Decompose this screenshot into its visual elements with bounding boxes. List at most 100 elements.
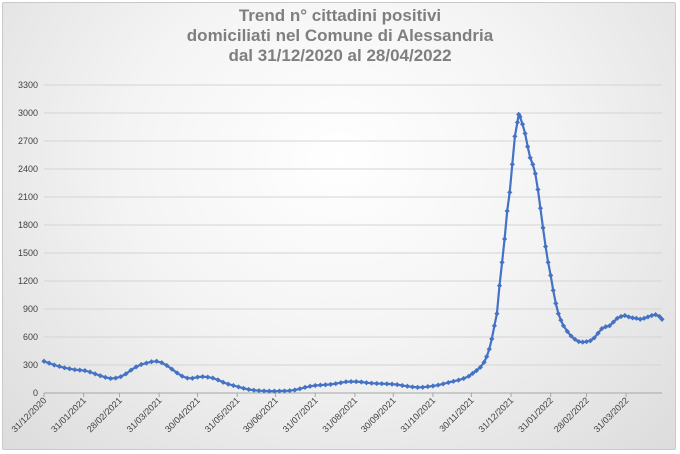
data-point — [591, 335, 597, 341]
y-tick-label: 2700 — [18, 136, 38, 146]
data-point — [138, 361, 144, 368]
data-point — [532, 171, 538, 177]
data-point — [246, 386, 252, 393]
data-point — [271, 388, 277, 394]
data-point — [404, 383, 410, 389]
x-tick-label: 31/03/2022 — [592, 395, 631, 434]
data-point — [241, 385, 247, 391]
chart-title-line-1: Trend n° cittadini positivi — [238, 6, 442, 25]
x-tick-label: 30/06/2021 — [241, 395, 280, 434]
data-point — [107, 375, 114, 382]
data-point — [384, 381, 390, 387]
data-point — [210, 375, 216, 381]
data-point — [466, 373, 472, 379]
data-point — [517, 114, 523, 120]
data-point — [558, 317, 564, 323]
data-point — [230, 382, 236, 389]
data-point — [522, 130, 528, 137]
data-point — [118, 374, 124, 380]
data-point — [379, 381, 385, 387]
data-point — [622, 312, 628, 319]
data-point — [368, 380, 375, 386]
data-point — [537, 205, 544, 211]
data-point — [440, 381, 446, 387]
data-point — [649, 312, 655, 319]
data-point — [542, 243, 549, 250]
data-point — [82, 368, 88, 374]
data-point — [123, 371, 129, 377]
data-point — [363, 380, 370, 386]
data-point — [470, 370, 476, 376]
y-tick-label: 3300 — [18, 80, 38, 90]
data-point — [499, 259, 505, 265]
data-point — [461, 375, 467, 382]
data-point — [312, 382, 318, 389]
data-point — [540, 225, 546, 231]
data-point — [317, 382, 323, 388]
x-tick-label: 31/12/2021 — [477, 395, 516, 434]
data-point — [261, 388, 267, 394]
y-axis-tick-labels: 0 300 600 900 1200 1500 1800 2100 2400 2700 3000 33… — [18, 80, 38, 398]
data-point — [656, 313, 663, 320]
data-point — [560, 323, 567, 329]
y-tick-label: 900 — [23, 304, 38, 314]
data-point — [353, 379, 359, 385]
data-point — [445, 379, 451, 386]
data-point — [328, 381, 334, 388]
data-point — [97, 373, 103, 379]
y-tick-label: 300 — [23, 360, 38, 370]
data-point — [545, 259, 551, 265]
data-point — [225, 381, 231, 387]
data-point — [527, 155, 533, 161]
data-point — [548, 272, 554, 278]
data-point — [564, 328, 570, 334]
data-point — [302, 384, 308, 390]
data-point — [610, 319, 616, 325]
data-point — [587, 338, 593, 344]
data-point — [215, 377, 221, 383]
data-point — [389, 381, 395, 387]
data-point — [189, 375, 196, 381]
data-point — [491, 323, 497, 329]
series-positivi — [41, 111, 665, 394]
data-point — [450, 378, 457, 384]
data-point — [297, 386, 303, 392]
data-point — [87, 369, 93, 375]
chart-frame — [2, 2, 676, 450]
data-point — [430, 383, 436, 389]
y-tick-label: 0 — [33, 388, 38, 398]
data-point — [512, 133, 518, 139]
data-point — [102, 374, 109, 380]
data-point — [281, 388, 288, 394]
data-point — [645, 314, 651, 320]
chart-title-line-3: dal 31/12/2020 al 28/04/2022 — [228, 46, 452, 65]
data-point — [595, 330, 601, 336]
x-tick-label: 31/05/2021 — [203, 395, 242, 434]
data-point — [477, 364, 483, 370]
data-point — [637, 316, 643, 322]
data-point — [287, 388, 293, 394]
data-point — [56, 363, 62, 369]
x-tick-label: 30/11/2021 — [437, 395, 475, 433]
data-point — [358, 379, 364, 385]
data-point — [235, 384, 242, 390]
data-point — [153, 358, 160, 364]
data-point — [113, 375, 119, 381]
data-point — [205, 374, 211, 380]
data-point — [435, 382, 441, 388]
y-tick-label: 2100 — [18, 192, 38, 202]
data-point — [553, 300, 559, 306]
data-point — [220, 379, 226, 385]
data-point — [51, 362, 57, 368]
data-point — [507, 189, 513, 195]
data-point — [455, 377, 462, 383]
chart-title-line-2: domiciliati nel Comune di Alessandria — [186, 26, 494, 45]
data-point — [169, 366, 175, 372]
data-point — [133, 364, 139, 370]
data-point — [174, 370, 180, 376]
data-point — [494, 311, 500, 317]
data-point — [164, 362, 170, 369]
data-point — [159, 360, 165, 366]
y-tick-label: 600 — [23, 332, 38, 342]
